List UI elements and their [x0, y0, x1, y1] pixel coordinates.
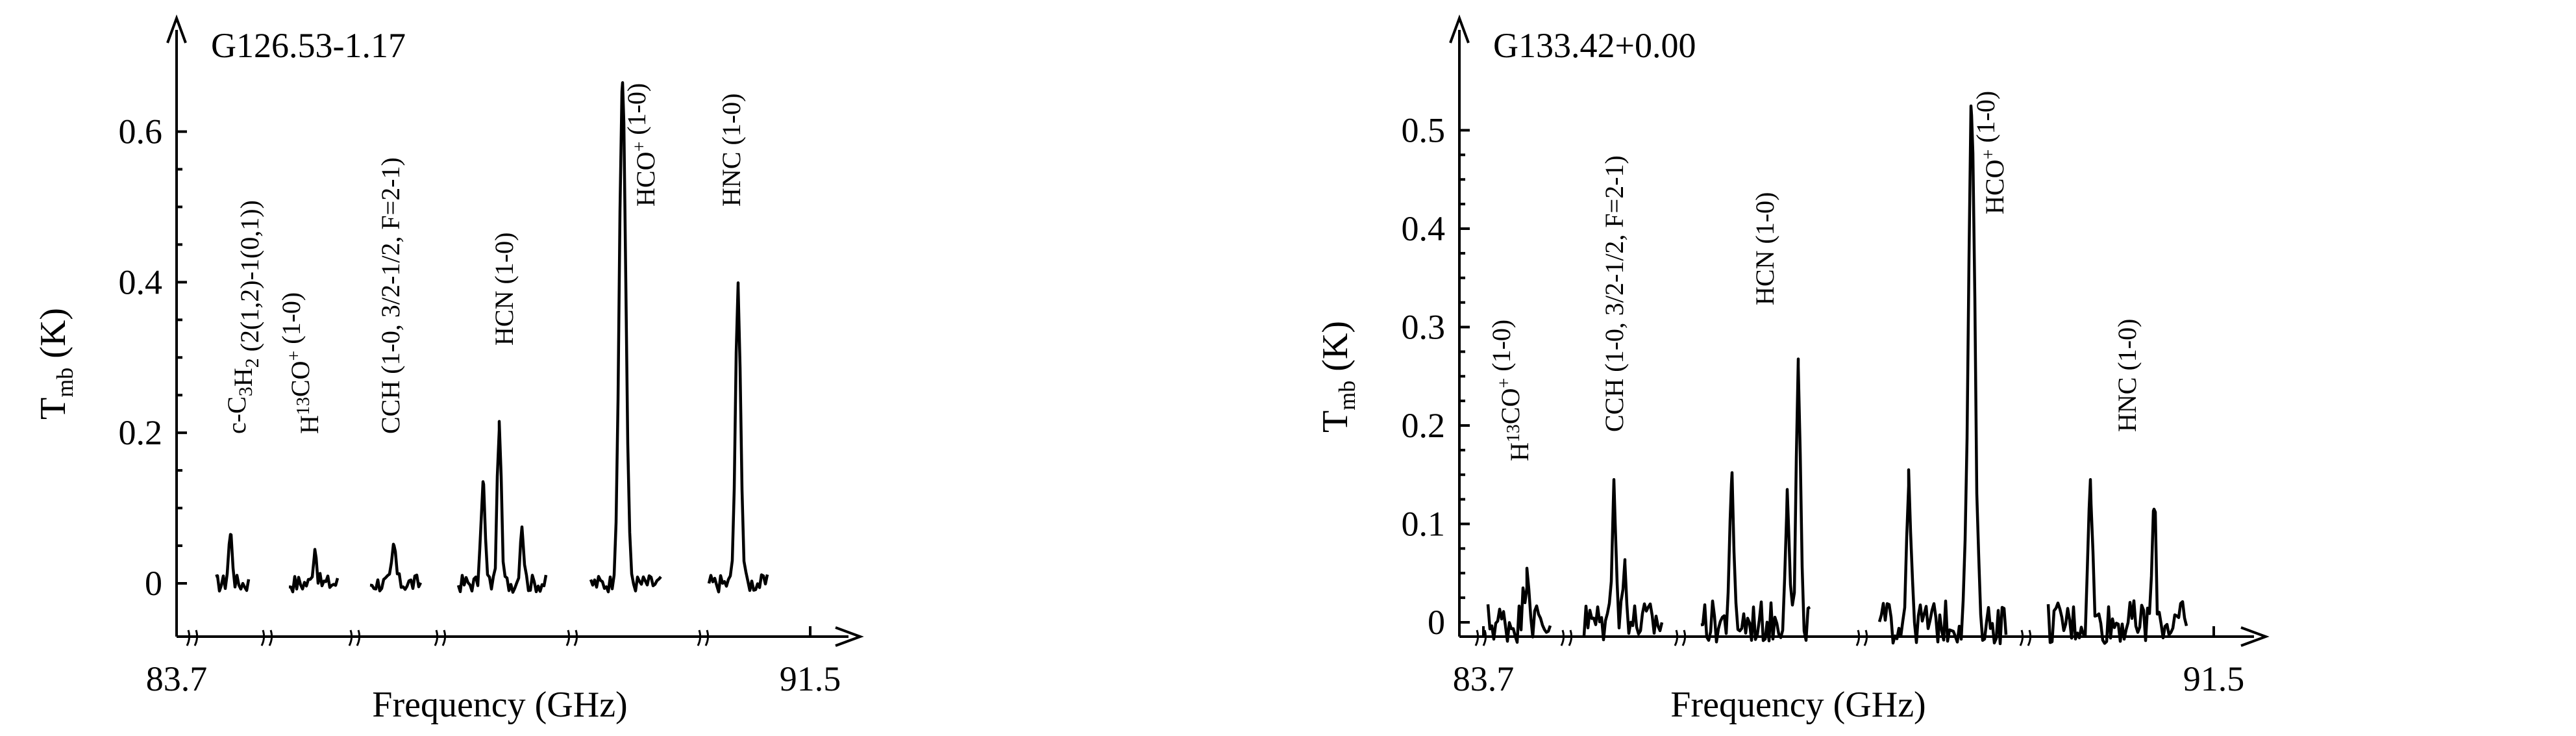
axis-break-mark	[1560, 629, 1573, 646]
axis-break-mark	[1674, 629, 1687, 646]
y-axis-label: Tmb (K)	[33, 308, 78, 420]
panel-title: G126.53-1.17	[211, 26, 406, 65]
y-tick-label: 0.3	[1402, 308, 1446, 347]
y-tick-label: 0	[1428, 603, 1445, 642]
panel-title: G133.42+0.00	[1493, 26, 1696, 65]
x-axis-label: Frequency (GHz)	[372, 685, 627, 725]
panel-left: G126.53-1.17 0 0.2 0.4 0.6 83.7 91.5 Tmb (K) Fre…	[33, 14, 864, 725]
y-tick-label: 0.1	[1402, 505, 1446, 544]
axis-break-mark	[2019, 629, 2032, 646]
x-tick-label: 83.7	[1453, 659, 1515, 698]
y-tick-label: 0.6	[119, 112, 163, 151]
x-axis-label: Frequency (GHz)	[1670, 685, 1926, 725]
spectrum-segment-2	[1582, 478, 1664, 642]
axis-break-mark	[260, 629, 273, 646]
spectrum-segment-5	[589, 81, 662, 594]
axis-break-mark	[565, 629, 578, 646]
x-axis-arrow	[835, 626, 864, 647]
y-tick-label: 0.4	[119, 262, 163, 301]
x-tick-label: 83.7	[146, 659, 208, 698]
line-label-2: CCH (1-0, 3/2-1/2, F=2-1)	[1600, 155, 1629, 432]
axis-break-mark	[434, 629, 447, 646]
y-axis-arrow	[1449, 14, 1470, 44]
spectrum-segment-5	[2046, 478, 2188, 645]
y-tick-label: 0.2	[119, 413, 163, 452]
spectrum-segment-4	[1877, 104, 2008, 646]
line-label-6: HNC (1-0)	[717, 94, 746, 207]
spectrum-segment-3	[1700, 357, 1811, 644]
spectrum-segment-3	[369, 542, 423, 592]
axis-break-mark	[1474, 629, 1487, 646]
line-label-4: HCO+ (1-0)	[1971, 91, 2009, 214]
spectrum-segment-1	[1486, 566, 1552, 644]
line-label-5: HNC (1-0)	[2112, 319, 2142, 432]
axis-break-mark	[1855, 629, 1868, 646]
spectrum-segment-1	[215, 533, 251, 593]
axis-break-mark	[186, 629, 199, 646]
spectrum-segment-2	[288, 548, 340, 594]
line-label-4: HCN (1-0)	[489, 233, 519, 346]
x-tick-label: 91.5	[780, 659, 841, 698]
line-label-2: H13CO+ (1-0)	[277, 292, 324, 434]
line-label-5: HCO+ (1-0)	[622, 83, 660, 207]
y-tick-label: 0.2	[1402, 406, 1446, 445]
line-label-3: CCH (1-0, 3/2-1/2, F=2-1)	[376, 157, 405, 434]
y-tick-label: 0	[145, 564, 162, 603]
axis-break-mark	[697, 629, 710, 646]
spectrum-segment-4	[456, 420, 548, 594]
x-axis-arrow	[2240, 626, 2270, 647]
line-label-1: c-C3H2 (2(1,2)-1(0,1))	[222, 200, 264, 434]
panel-right: G133.42+0.00 0 0.1 0.2 0.3 0.4 0.5 83.7 91.5 Tmb …	[1315, 14, 2270, 725]
line-label-1: H13CO+ (1-0)	[1487, 320, 1534, 461]
y-tick-label: 0.4	[1402, 209, 1446, 248]
spectrum-segment-6	[707, 281, 769, 594]
y-tick-label: 0.5	[1402, 111, 1446, 150]
line-label-3: HCN (1-0)	[1750, 192, 1779, 305]
y-axis-arrow	[166, 14, 187, 44]
x-tick-label: 91.5	[2183, 659, 2245, 698]
axis-break-mark	[348, 629, 361, 646]
y-axis-label: Tmb (K)	[1315, 321, 1360, 433]
